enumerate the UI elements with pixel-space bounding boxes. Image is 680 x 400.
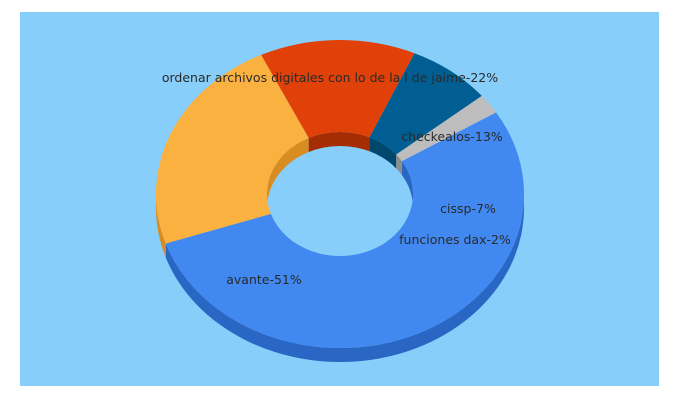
donut-inner-walls <box>267 131 413 208</box>
slice-3-top[interactable] <box>261 40 415 138</box>
slice-4-inner-wall <box>369 137 397 169</box>
donut-outer-walls <box>156 194 524 363</box>
slice-2-inner-wall <box>267 137 309 208</box>
slice-label-5: funciones dax-2% <box>399 232 511 247</box>
donut-slices <box>155 40 524 348</box>
slice-label-4: cissp-7% <box>440 201 496 216</box>
slice-label-2: ordenar archivos digitales con lo de la … <box>162 70 498 85</box>
slice-3-inner-wall <box>308 131 370 152</box>
slice-2-outer-wall <box>156 194 166 258</box>
slice-labels: avante-51% ordenar archivos digitales con… <box>162 70 511 287</box>
slice-1-top[interactable] <box>165 112 524 348</box>
slice-2-top[interactable] <box>155 54 309 244</box>
slice-label-1: avante-51% <box>226 272 302 287</box>
slice-5-top[interactable] <box>396 95 497 162</box>
slice-5-inner-wall <box>396 154 402 176</box>
slice-1-inner-wall <box>401 161 413 208</box>
slice-4-top[interactable] <box>369 53 482 155</box>
slice-label-3: checkealos-13% <box>401 129 503 144</box>
